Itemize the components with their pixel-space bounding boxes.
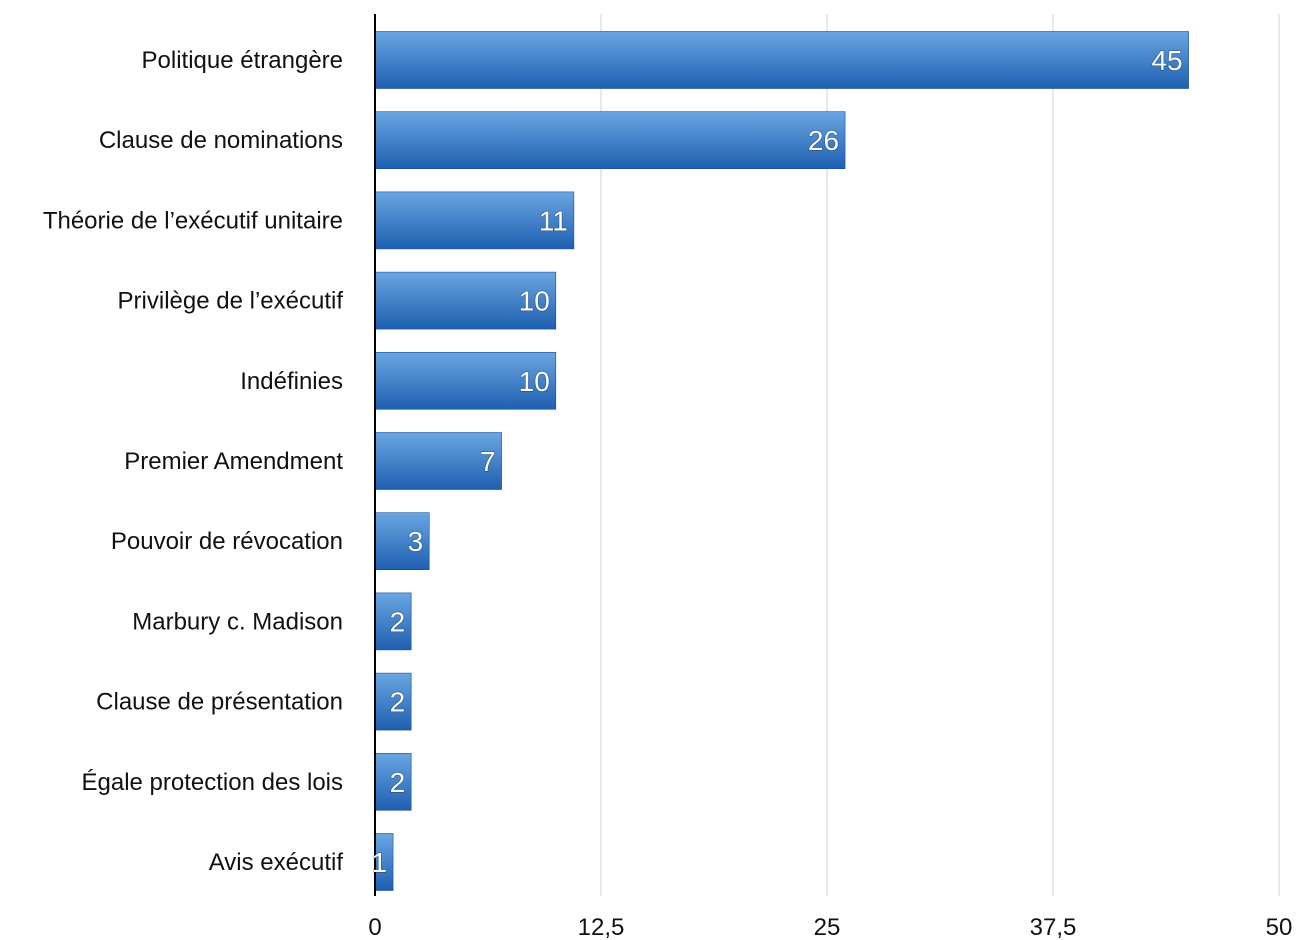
bar: [374, 111, 846, 169]
data-label: 10: [519, 286, 550, 317]
data-label: 26: [808, 125, 839, 156]
x-tick-label: 12,5: [578, 914, 625, 940]
category-label: Politique étrangère: [142, 47, 343, 74]
x-tick-label: 50: [1266, 914, 1293, 940]
data-label: 10: [519, 366, 550, 397]
bar: [374, 351, 557, 410]
bar: [374, 672, 412, 731]
category-label: Pouvoir de révocation: [111, 528, 343, 555]
data-label: 2: [390, 767, 406, 798]
labels: 0 12,5 25 37,5 50 Politique étrangère 45 Clause…: [43, 44, 1293, 940]
bar: [374, 271, 557, 330]
bar: [374, 31, 1189, 89]
data-label: 45: [1151, 45, 1182, 76]
category-label: Indéfinies: [240, 368, 343, 395]
category-label: Avis exécutif: [209, 849, 344, 876]
category-label: Premier Amendment: [124, 448, 343, 475]
category-label: Théorie de l’exécutif unitaire: [43, 207, 343, 234]
bars: [374, 31, 1189, 891]
category-label: Clause de présentation: [96, 689, 343, 716]
category-label: Marbury c. Madison: [132, 608, 343, 635]
data-label: 7: [480, 446, 496, 477]
x-tick-label: 0: [368, 914, 381, 940]
x-tick-label: 37,5: [1030, 914, 1077, 940]
category-label: Privilège de l’exécutif: [118, 288, 344, 315]
data-label: 1: [372, 847, 388, 878]
category-label: Clause de nominations: [99, 127, 343, 154]
data-label: 3: [408, 526, 424, 557]
bar: [374, 432, 502, 490]
data-label: 11: [539, 205, 568, 236]
bar: [374, 752, 412, 811]
bar: [374, 191, 575, 250]
data-label: 2: [390, 606, 406, 637]
data-label: 2: [390, 687, 406, 718]
category-label: Égale protection des lois: [82, 769, 344, 796]
x-tick-label: 25: [814, 914, 841, 940]
